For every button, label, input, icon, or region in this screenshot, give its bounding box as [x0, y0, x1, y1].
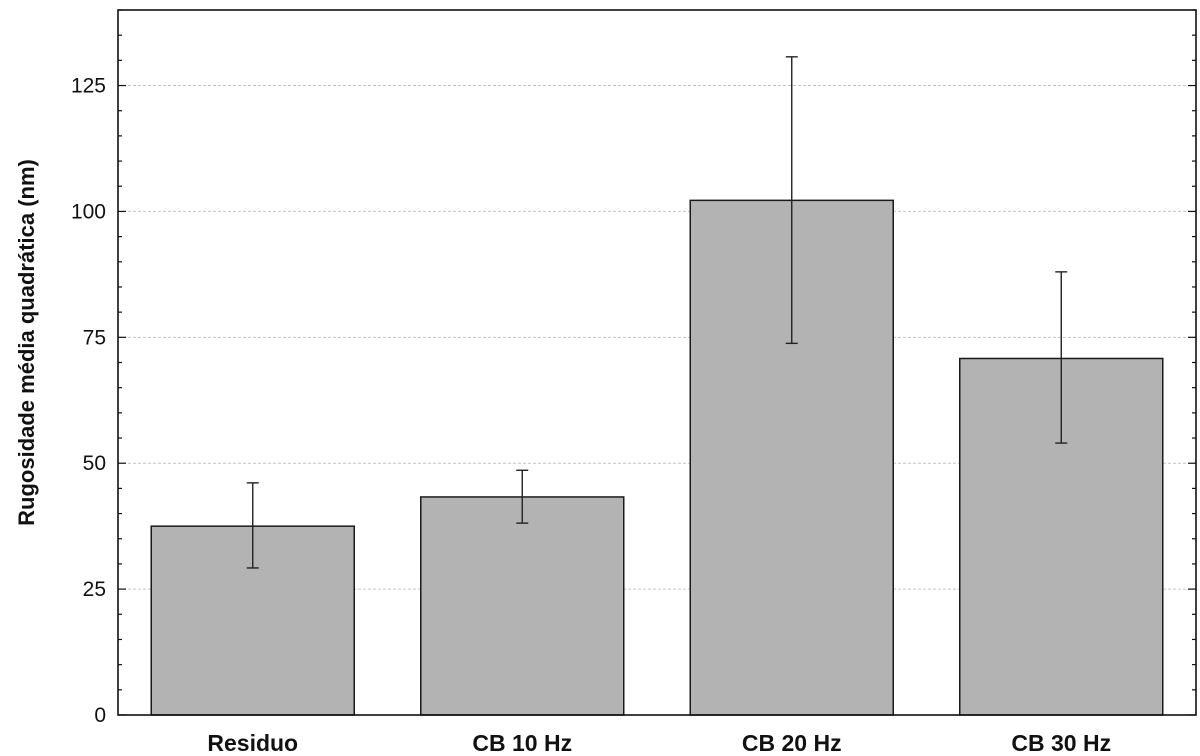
y-tick-label: 0 — [94, 704, 106, 727]
minor-ticks — [118, 9, 1196, 716]
error-bars — [246, 56, 1068, 569]
y-tick-label: 25 — [83, 578, 106, 601]
x-category-label: Residuo — [207, 730, 298, 756]
bar-cb-10-hz — [420, 496, 625, 716]
y-axis-title: Rugosidade média quadrática (nm) — [14, 159, 39, 526]
x-category-label: CB 30 Hz — [1011, 730, 1111, 756]
y-tick-label: 75 — [83, 326, 106, 349]
y-tick-label: 50 — [83, 452, 106, 475]
y-tick-label: 125 — [71, 75, 106, 98]
bars — [150, 199, 1164, 716]
x-tick-labels: Residuo CB 10 Hz CB 20 Hz CB 30 Hz — [207, 730, 1111, 756]
y-tick-labels: 0 25 50 75 100 125 — [71, 75, 106, 727]
y-tick-label: 100 — [71, 200, 106, 223]
x-category-label: CB 20 Hz — [742, 730, 842, 756]
x-category-label: CB 10 Hz — [472, 730, 572, 756]
